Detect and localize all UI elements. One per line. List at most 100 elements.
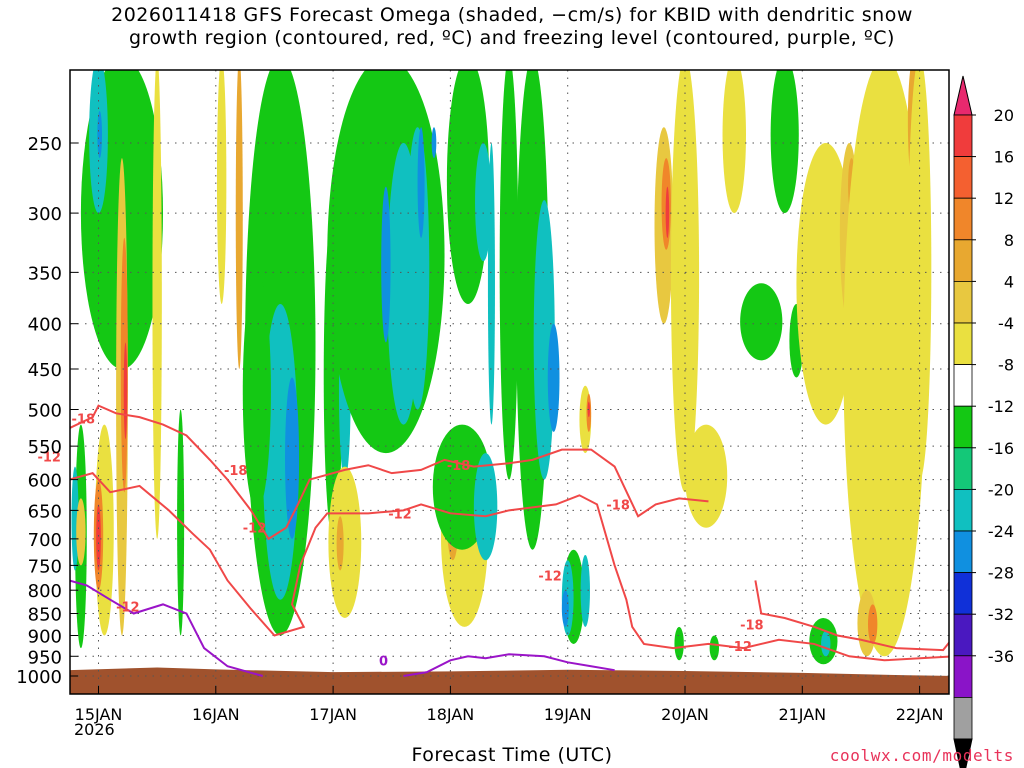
contour-label: -12 xyxy=(116,601,140,616)
x-tick-label: 20JAN xyxy=(661,705,709,724)
colorbar-label: 8 xyxy=(1004,231,1014,250)
colorbar-segment xyxy=(953,613,973,657)
omega-shade-blob xyxy=(235,70,243,369)
omega-shade-blob xyxy=(431,127,437,159)
colorbar-segment xyxy=(953,488,973,532)
y-axis: 2503003504004505005506006507007508008509… xyxy=(16,134,78,688)
y-tick-label: 700 xyxy=(28,530,62,551)
contour-labels: -18 -12 -18 -12 -12 -12 -18 -12 -18 -18 -12 0 xyxy=(37,413,763,670)
x-tick-label: 19JAN xyxy=(544,705,592,724)
omega-shade-blob xyxy=(405,127,430,410)
contour-freezing-west xyxy=(70,579,263,677)
y-tick-label: 450 xyxy=(28,360,62,381)
omega-shade-blob xyxy=(152,70,162,539)
contour-freezing-east xyxy=(403,653,615,677)
contour-minus12 xyxy=(70,472,949,662)
colorbar-segment xyxy=(953,572,973,615)
y-tick-label: 300 xyxy=(28,204,62,225)
x-tick-label: 22JAN xyxy=(896,705,944,724)
omega-shade-blob xyxy=(722,70,746,214)
colorbar-segment xyxy=(953,447,973,490)
contour-minus18-upper xyxy=(70,404,709,541)
y-tick-label: 800 xyxy=(28,581,62,602)
colorbar-segment xyxy=(953,655,973,698)
colorbar-top-arrow xyxy=(953,75,973,116)
omega-shading xyxy=(38,57,932,665)
contour-label: -18 xyxy=(224,464,248,479)
credit-link[interactable]: coolwx.com/modelts xyxy=(829,746,1014,765)
omega-shade-blob xyxy=(665,186,670,238)
colorbar: 20 16 12 8 4 -4 -8 -12 -16 -20 -24 -28 -32 -36 xyxy=(953,75,1014,768)
omega-shade-blob xyxy=(242,272,271,511)
colorbar-segment xyxy=(953,239,973,282)
x-axis-title: Forecast Time (UTC) xyxy=(411,744,613,766)
colorbar-segment xyxy=(953,197,973,241)
omega-shade-blob xyxy=(76,498,86,566)
omega-shade-blob xyxy=(674,626,684,661)
x-tick-label: 18JAN xyxy=(427,705,475,724)
omega-shade-blob xyxy=(907,70,932,480)
x-tick-label: 16JAN xyxy=(192,705,240,724)
omega-shade-blob xyxy=(285,377,300,539)
colorbar-segment xyxy=(953,114,973,157)
contour-label: -18 xyxy=(606,498,630,513)
y-tick-label: 350 xyxy=(28,263,62,284)
colorbar-label: -24 xyxy=(988,522,1014,541)
omega-shade-blob xyxy=(709,635,720,661)
omega-shade-blob xyxy=(123,342,128,440)
chart-title-line2: growth region (contoured, red, ºC) and f… xyxy=(129,27,895,49)
omega-shade-blob xyxy=(561,590,569,627)
omega-shade-blob xyxy=(499,70,519,480)
colorbar-label: 16 xyxy=(994,148,1014,167)
colorbar-label: -20 xyxy=(988,480,1014,499)
omega-shade-blob xyxy=(417,127,425,238)
colorbar-label: -16 xyxy=(988,439,1014,458)
x-axis-year-label: 2026 xyxy=(74,720,115,739)
omega-shade-blob xyxy=(740,283,783,361)
temperature-contours xyxy=(70,404,949,677)
colorbar-label: -4 xyxy=(998,314,1014,333)
colorbar-segment xyxy=(953,364,973,407)
omega-shade-blob xyxy=(670,70,700,493)
contour-label: -18 xyxy=(72,413,96,428)
colorbar-segment xyxy=(953,697,973,740)
colorbar-label: 20 xyxy=(994,106,1014,125)
contour-label: 0 xyxy=(379,654,388,669)
y-tick-label: 250 xyxy=(28,134,62,155)
colorbar-segment xyxy=(953,405,973,449)
x-tick-label: 15JAN xyxy=(75,705,123,724)
terrain-fill xyxy=(70,667,949,694)
y-tick-label: 950 xyxy=(28,647,62,668)
contour-label: -12 xyxy=(243,522,267,537)
omega-shade-blob xyxy=(96,504,101,571)
terrain-shape xyxy=(70,667,949,694)
y-tick-label: 650 xyxy=(28,501,62,522)
omega-shade-blob xyxy=(843,70,926,657)
contour-label: -12 xyxy=(37,450,61,465)
contour-label: -12 xyxy=(538,570,562,585)
contour-label: -12 xyxy=(388,507,412,522)
y-tick-label: 1000 xyxy=(16,667,62,688)
colorbar-label: 4 xyxy=(1004,272,1014,291)
omega-shade-blob xyxy=(685,424,728,528)
omega-shade-blob xyxy=(97,110,103,159)
colorbar-label: 12 xyxy=(994,189,1014,208)
colorbar-label: -12 xyxy=(988,397,1014,416)
colorbar-segment xyxy=(953,280,973,324)
contour-label: -12 xyxy=(728,640,752,655)
x-tick-label: 21JAN xyxy=(778,705,826,724)
colorbar-label: -36 xyxy=(988,647,1014,666)
x-tick-label: 17JAN xyxy=(309,705,357,724)
colorbar-bottom-arrow xyxy=(953,738,973,768)
colorbar-label: -32 xyxy=(988,605,1014,624)
y-tick-label: 550 xyxy=(28,437,62,458)
omega-shade-blob xyxy=(38,57,66,394)
omega-shade-blob xyxy=(770,70,799,214)
omega-shade-blob xyxy=(547,323,560,432)
colorbar-label: -8 xyxy=(998,356,1014,375)
omega-shade-blob xyxy=(867,604,878,644)
omega-shade-blob xyxy=(381,186,391,343)
y-tick-label: 500 xyxy=(28,401,62,422)
omega-shade-blob xyxy=(473,453,498,561)
